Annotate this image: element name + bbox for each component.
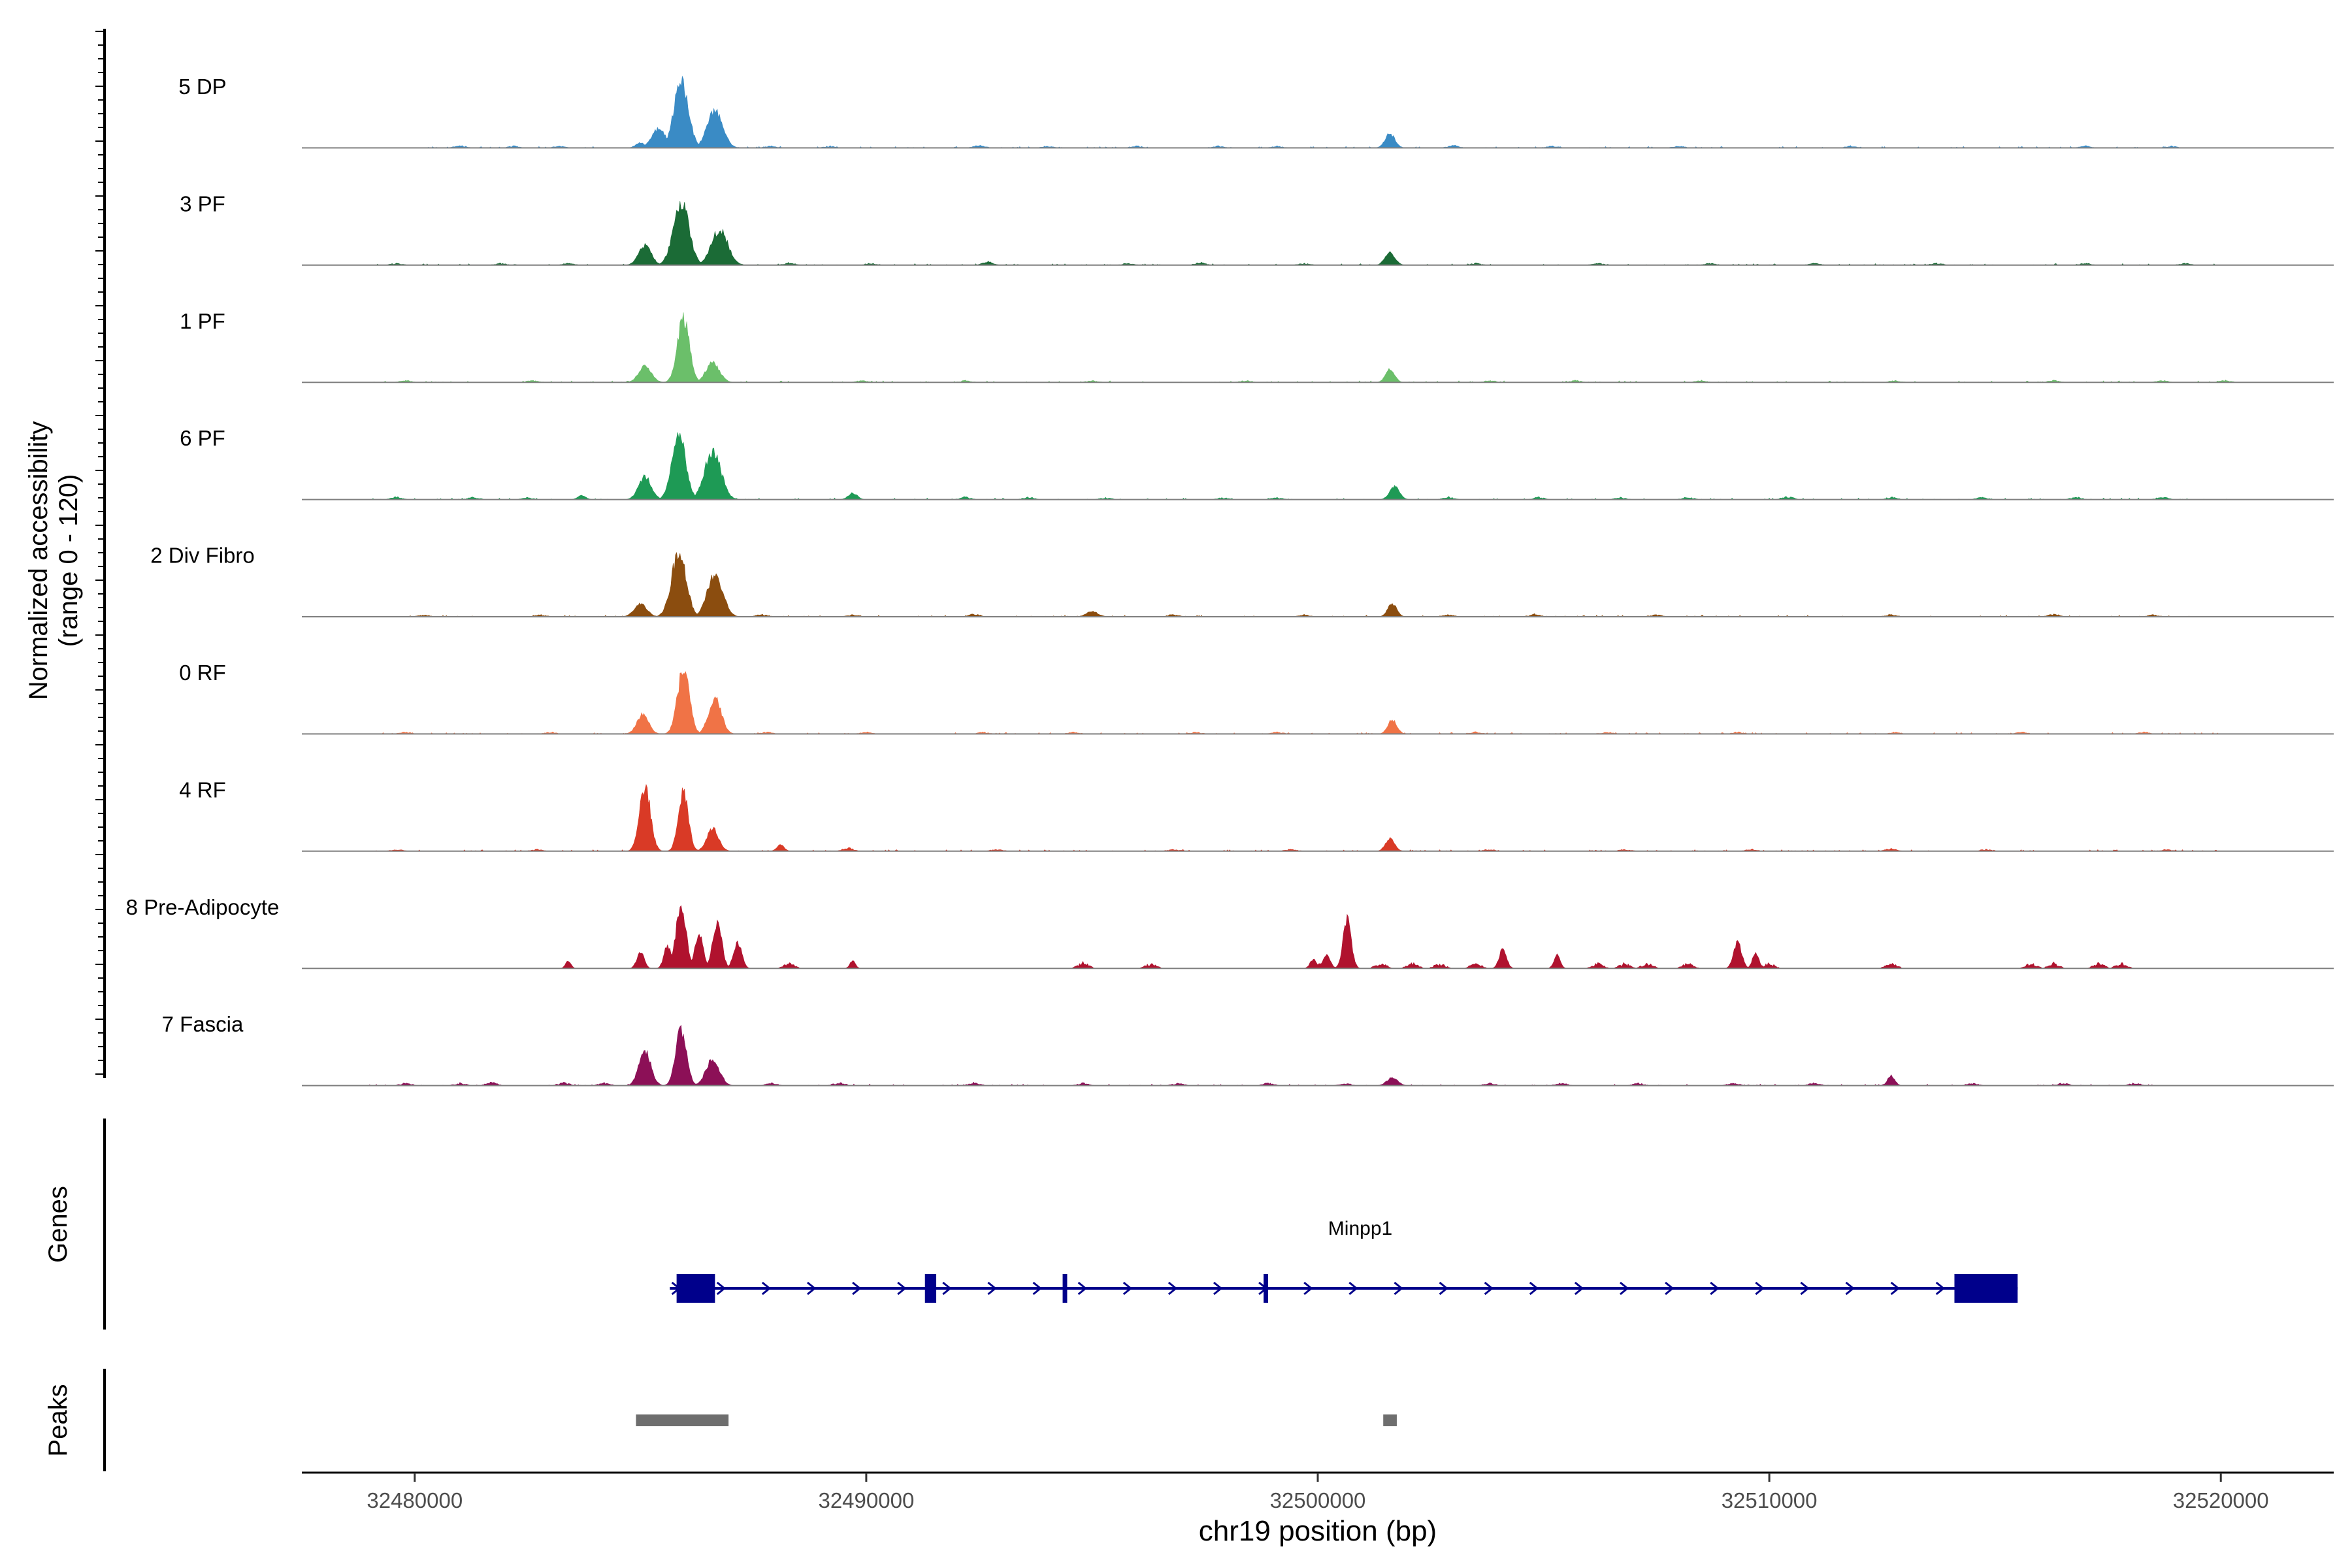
strand-arrow-icon: [1439, 1281, 1448, 1296]
genes-panel-label: Genes: [44, 1186, 73, 1263]
coverage-tracks: 5 DP 3 PF 1 PF 6 PF 2 Div Fibro 0 RF 4 RF 8 Pre…: [126, 74, 2334, 1086]
gene-exon: [676, 1274, 715, 1303]
strand-arrow-icon: [1620, 1281, 1629, 1296]
strand-arrow-icon: [807, 1281, 817, 1296]
peak-regions: [636, 1414, 1397, 1426]
track-5-dp: 5 DP: [178, 74, 2334, 149]
x-tick-label: 32490000: [818, 1488, 914, 1512]
coverage-area: [302, 1024, 2334, 1086]
coverage-area: [302, 201, 2334, 266]
track-label: 4 RF: [179, 777, 226, 802]
track-2-div-fibro: 2 Div Fibro: [150, 544, 2334, 617]
track-label: 7 Fascia: [162, 1012, 244, 1036]
track-label: 2 Div Fibro: [150, 544, 255, 568]
coverage-area: [302, 432, 2334, 500]
strand-arrow-icon: [1935, 1281, 1946, 1296]
track-8-pre-adipocyte: 8 Pre-Adipocyte: [126, 895, 2334, 970]
coverage-area: [302, 783, 2334, 852]
strand-arrow-icon: [1348, 1281, 1358, 1296]
strand-arrow-icon: [1213, 1281, 1223, 1296]
track-4-rf: 4 RF: [179, 777, 2334, 852]
x-tick-label: 32520000: [2173, 1488, 2269, 1512]
track-label: 0 RF: [179, 661, 226, 685]
x-tick-label: 32510000: [1722, 1488, 1818, 1512]
gene-exon: [1264, 1274, 1268, 1303]
track-label: 5 DP: [178, 74, 226, 99]
gene-name-label: Minpp1: [1328, 1218, 1392, 1239]
strand-arrow-icon: [1845, 1281, 1855, 1296]
strand-arrow-icon: [1574, 1281, 1584, 1296]
strand-arrow-icon: [1122, 1281, 1133, 1296]
peak-region: [636, 1414, 729, 1426]
track-label: 3 PF: [180, 191, 225, 216]
peak-region: [1383, 1414, 1397, 1426]
coverage-y-ticks: [95, 31, 105, 1075]
strand-arrow-icon: [852, 1281, 862, 1296]
strand-arrow-icon: [1032, 1281, 1042, 1296]
strand-arrow-icon: [1665, 1281, 1674, 1296]
strand-arrow-icon: [1890, 1281, 1900, 1296]
strand-arrow-icon: [1394, 1281, 1403, 1296]
strand-arrow-icon: [1077, 1281, 1087, 1296]
gene-model-minpp1: [670, 1274, 2018, 1303]
coverage-area: [302, 551, 2334, 617]
track-6-pf: 6 PF: [180, 426, 2334, 500]
y-axis-title-line1: Normalized accessibility: [24, 421, 53, 700]
x-tick-label: 32480000: [367, 1488, 463, 1512]
x-axis-title: chr19 position (bp): [1199, 1515, 1437, 1547]
strand-arrow-icon: [1303, 1281, 1313, 1296]
coverage-area: [302, 905, 2334, 969]
x-tick-label: 32500000: [1270, 1488, 1366, 1512]
strand-arrow-icon: [1529, 1281, 1539, 1296]
gene-exon: [1954, 1274, 2018, 1303]
track-label: 8 Pre-Adipocyte: [126, 895, 280, 919]
gene-exon: [1062, 1274, 1068, 1303]
strand-arrow-icon: [987, 1281, 997, 1296]
track-1-pf: 1 PF: [180, 309, 2334, 384]
y-axis-title-line2: (range 0 - 120): [54, 474, 83, 647]
strand-arrow-icon: [761, 1281, 772, 1296]
coverage-area: [302, 671, 2334, 734]
coverage-area: [302, 312, 2334, 383]
track-3-pf: 3 PF: [180, 191, 2334, 266]
track-label: 1 PF: [180, 309, 225, 333]
strand-arrow-icon: [1168, 1281, 1178, 1296]
strand-arrow-icon: [1800, 1281, 1810, 1296]
strand-arrow-icon: [1710, 1281, 1720, 1296]
track-0-rf: 0 RF: [179, 661, 2334, 735]
track-label: 6 PF: [180, 426, 225, 450]
strand-arrow-icon: [1755, 1281, 1765, 1296]
strand-arrow-icon: [942, 1281, 952, 1296]
gene-exon: [924, 1274, 937, 1303]
peaks-panel-label: Peaks: [44, 1384, 73, 1456]
coverage-area: [302, 75, 2334, 148]
track-7-fascia: 7 Fascia: [162, 1012, 2334, 1086]
strand-arrow-icon: [716, 1281, 727, 1296]
x-axis-ticks: 32480000 32490000 32500000 32510000 32520000: [367, 1473, 2269, 1512]
strand-arrow-icon: [897, 1281, 907, 1296]
strand-arrow-icon: [1484, 1281, 1494, 1296]
